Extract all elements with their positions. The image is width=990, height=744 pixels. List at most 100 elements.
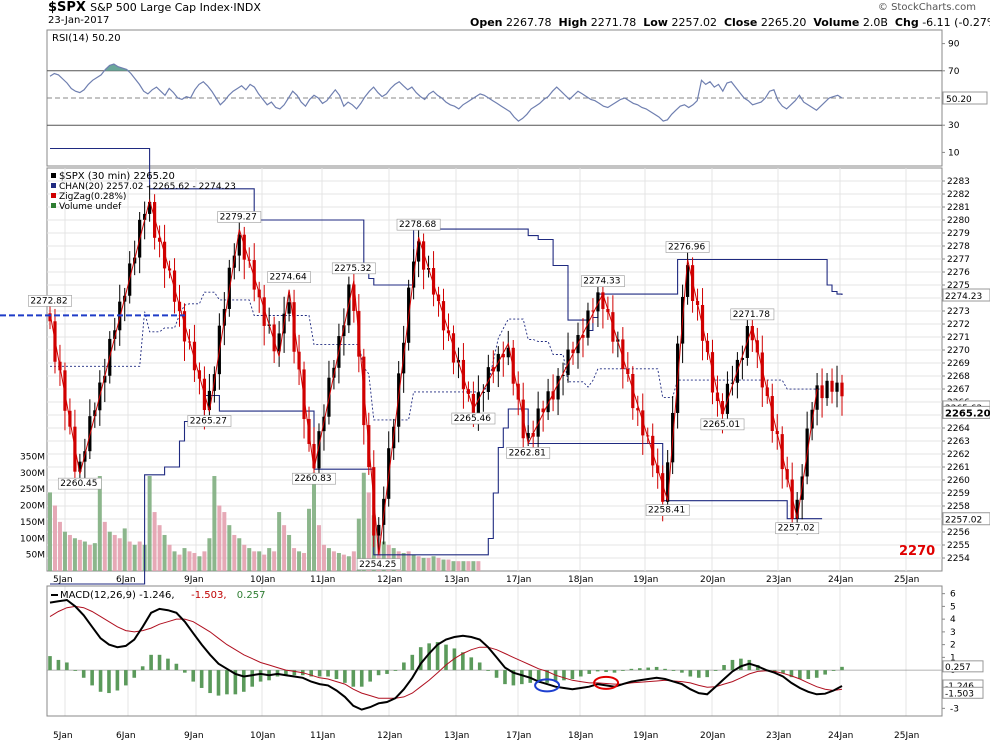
symbol: $SPX <box>48 0 86 15</box>
zigzag-label-box <box>396 218 441 231</box>
macd-histogram-bar <box>140 666 145 671</box>
macd-highlight-ellipse <box>534 678 561 693</box>
price-candle-body <box>242 234 246 260</box>
macd-histogram-bar <box>823 670 827 675</box>
price-candle-body <box>287 302 291 314</box>
volume-bar <box>197 556 202 571</box>
channel-midline <box>50 291 823 421</box>
volume-bar <box>267 548 272 571</box>
volume-bar <box>107 531 112 571</box>
volume-bar <box>297 551 302 571</box>
macd-axis-marker: 0.257 <box>945 663 971 673</box>
open-label: Open <box>470 16 503 29</box>
close-value: 2265.20 <box>760 16 807 29</box>
volume-bar <box>466 561 471 571</box>
header-title: $SPX S&P 500 Large Cap Index·INDX <box>48 0 261 15</box>
price-axis-marker-box <box>942 512 990 526</box>
macd-tick-label: 4 <box>950 615 956 625</box>
macd-histogram-bar <box>124 670 128 686</box>
price-tick-label: 2282 <box>947 190 970 200</box>
price-tick-label: 2258 <box>947 502 970 512</box>
price-xtick-label: 6Jan <box>116 575 136 585</box>
price-axis-marker: 2265.20 <box>945 408 990 419</box>
price-candle-body <box>93 410 97 417</box>
zigzag-label-box <box>506 447 551 459</box>
volume-bar <box>341 554 346 571</box>
macd-histogram-bar <box>258 670 263 682</box>
zigzag-label-box <box>581 275 625 288</box>
volume-tick-label: 200M <box>20 502 45 512</box>
price-candle-body <box>476 392 480 416</box>
macd-histogram-bar <box>814 670 819 678</box>
macd-histogram-bar <box>48 656 52 671</box>
macd-histogram-bar <box>747 659 752 671</box>
price-tick-label: 2280 <box>947 216 970 226</box>
volume-bar <box>52 505 57 571</box>
macd-histogram-bar <box>722 665 726 671</box>
volume-bar <box>147 476 152 571</box>
macd-histogram-bar <box>166 658 170 671</box>
price-tick-label: 2264 <box>947 424 970 434</box>
macd-histogram-bar <box>452 648 457 671</box>
macd-histogram-bar <box>772 670 777 672</box>
rsi-tick-label: 90 <box>948 40 960 50</box>
price-candle-body <box>601 292 605 309</box>
zigzag-label-box <box>187 415 232 427</box>
price-tick-label: 2278 <box>947 242 970 252</box>
price-legend-label: ZigZag(0.28%) <box>59 192 126 202</box>
price-xtick-label: 13Jan <box>444 575 469 585</box>
price-candle-body <box>377 524 381 536</box>
zigzag-label: 2258.41 <box>648 506 685 516</box>
price-candle-body <box>661 473 665 502</box>
close-label: Close <box>723 16 758 29</box>
price-candle-body <box>795 499 799 519</box>
macd-histogram-bar <box>562 670 566 681</box>
macd-panel-frame <box>46 585 943 717</box>
macd-histogram-bar <box>646 667 651 671</box>
zigzag-label: 2262.81 <box>509 448 546 458</box>
price-candle-body <box>591 310 595 312</box>
price-tick-label: 2267 <box>947 385 970 395</box>
macd-tick-label: 5 <box>950 602 956 612</box>
macd-histogram-bar <box>402 662 406 671</box>
volume-bar <box>351 551 356 571</box>
price-tick-label: 2275 <box>947 281 970 291</box>
price-xtick-label: 5Jan <box>53 575 73 585</box>
zigzag-label-box <box>57 477 102 490</box>
volume-tick-label: 100M <box>20 534 45 544</box>
price-xtick-label: 23Jan <box>766 575 791 585</box>
volume-bar <box>48 492 52 571</box>
zigzag-line <box>49 198 818 555</box>
price-candle-body <box>461 359 466 390</box>
price-tick-label: 2270 <box>947 346 970 356</box>
macd-histogram-bar <box>595 670 600 672</box>
volume-bar <box>316 525 321 571</box>
credit[interactable]: © StockCharts.com <box>877 2 976 13</box>
volume-bar <box>192 552 197 571</box>
volume-bar <box>331 551 336 571</box>
low-value: 2257.02 <box>671 16 717 29</box>
macd-histogram-bar <box>309 670 313 677</box>
macd-histogram-bar <box>654 666 659 671</box>
price-xtick-label: 19Jan <box>633 575 658 585</box>
macd-histogram-bar <box>225 670 229 695</box>
price-candle-body <box>431 268 436 295</box>
volume-bar <box>461 561 466 571</box>
macd-histogram-bar <box>191 670 196 682</box>
zigzag-label-box <box>700 418 745 431</box>
macd-xtick-label: 17Jan <box>506 731 531 741</box>
price-tick-label: 2283 <box>947 177 970 187</box>
zigzag-label-box <box>356 558 401 571</box>
macd-highlight-ellipse <box>593 675 620 690</box>
price-candle-body <box>596 292 600 312</box>
price-candle-body <box>700 304 705 341</box>
volume-bar <box>57 521 62 571</box>
volume-bar <box>77 539 82 571</box>
macd-histogram-bar <box>250 670 255 687</box>
macd-histogram-bar <box>663 668 667 671</box>
zigzag-label-box <box>217 211 262 223</box>
volume-bar <box>232 534 237 571</box>
price-xtick-label: 11Jan <box>310 575 335 585</box>
volume-tick-label: 150M <box>20 518 45 528</box>
macd-axis-marker-box <box>942 686 984 699</box>
